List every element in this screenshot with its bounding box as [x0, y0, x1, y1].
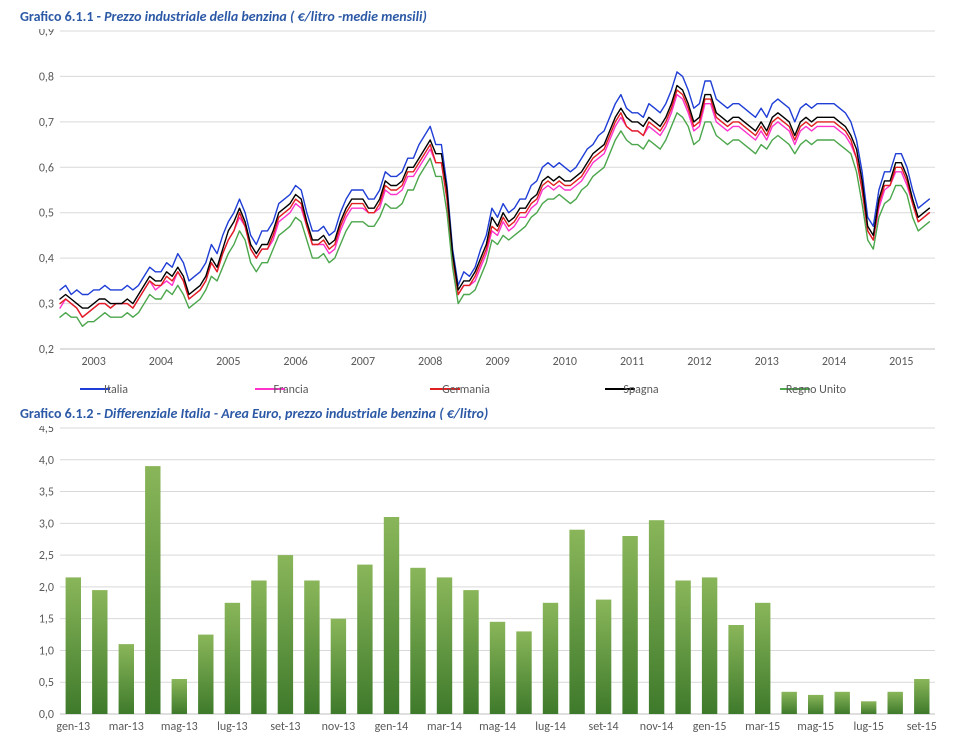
chart-2-title-rest: Differenziale Italia - Area Euro, prezzo… [104, 405, 488, 422]
chart-1: Grafico 6.1.1 - Prezzo industriale della… [20, 8, 940, 403]
svg-text:mar-14: mar-14 [427, 720, 462, 734]
svg-text:2014: 2014 [822, 355, 846, 369]
chart-2-title-prefix: Grafico 6.1.2 - [20, 405, 104, 422]
svg-text:2011: 2011 [620, 355, 644, 369]
chart-2-area: 0,0 0,5 1,0 1,5 2,0 2,5 3,0 3,5 4,0 4,5 gen-13 mar-… [20, 426, 940, 736]
svg-text:1,0: 1,0 [39, 644, 54, 658]
svg-text:Spagna: Spagna [623, 383, 659, 397]
page-root: Grafico 6.1.1 - Prezzo industriale della… [0, 0, 960, 749]
svg-text:0,7: 0,7 [39, 116, 54, 130]
svg-text:0,5: 0,5 [39, 207, 54, 221]
svg-text:4,0: 4,0 [39, 454, 54, 468]
svg-text:2006: 2006 [283, 355, 307, 369]
svg-text:2004: 2004 [149, 355, 173, 369]
svg-text:nov-13: nov-13 [322, 720, 356, 734]
svg-text:lug-13: lug-13 [217, 720, 248, 734]
svg-text:2,0: 2,0 [39, 581, 54, 595]
svg-text:2005: 2005 [216, 355, 240, 369]
svg-text:0,4: 0,4 [39, 252, 54, 266]
svg-text:2003: 2003 [81, 355, 105, 369]
svg-text:2,5: 2,5 [39, 549, 54, 563]
svg-text:mar-13: mar-13 [109, 720, 144, 734]
svg-text:Italia: Italia [104, 383, 128, 397]
svg-text:mag-13: mag-13 [161, 720, 198, 734]
svg-text:0,5: 0,5 [39, 676, 54, 690]
svg-text:0,0: 0,0 [39, 708, 54, 722]
svg-text:0,8: 0,8 [39, 70, 54, 84]
svg-text:0,2: 0,2 [39, 343, 54, 357]
chart-1-title-prefix: Grafico 6.1.1 - [20, 8, 104, 25]
svg-text:gen-13: gen-13 [56, 720, 90, 734]
svg-text:3,0: 3,0 [39, 517, 54, 531]
svg-text:0,3: 0,3 [39, 298, 54, 312]
svg-text:lug-14: lug-14 [535, 720, 566, 734]
svg-text:Regno Unito: Regno Unito [786, 383, 846, 397]
svg-text:gen-15: gen-15 [693, 720, 727, 734]
svg-text:set-14: set-14 [589, 720, 619, 734]
chart-2-svg: 0,0 0,5 1,0 1,5 2,0 2,5 3,0 3,5 4,0 4,5 gen-13 mar-… [20, 426, 940, 736]
svg-text:set-15: set-15 [907, 720, 937, 734]
chart-1-area: 0,2 0,3 0,4 0,5 0,6 0,7 0,8 0,9 2003 2004 2005 2006… [20, 29, 940, 404]
chart-1-svg: 0,2 0,3 0,4 0,5 0,6 0,7 0,8 0,9 2003 2004 2005 2006… [20, 29, 940, 404]
svg-text:3,5: 3,5 [39, 486, 54, 500]
svg-text:4,5: 4,5 [39, 426, 54, 436]
svg-text:2009: 2009 [485, 355, 509, 369]
svg-text:2013: 2013 [755, 355, 779, 369]
chart-2: Grafico 6.1.2 - Differenziale Italia - A… [20, 405, 940, 735]
svg-text:2010: 2010 [553, 355, 577, 369]
svg-text:Germania: Germania [442, 383, 490, 397]
chart-2-title: Grafico 6.1.2 - Differenziale Italia - A… [20, 405, 940, 422]
svg-text:nov-14: nov-14 [640, 720, 674, 734]
svg-text:lug-15: lug-15 [853, 720, 884, 734]
svg-text:Francia: Francia [273, 383, 308, 397]
svg-text:mag-15: mag-15 [797, 720, 834, 734]
svg-text:2012: 2012 [687, 355, 711, 369]
svg-text:1,5: 1,5 [39, 613, 54, 627]
svg-text:2007: 2007 [351, 355, 375, 369]
svg-text:mag-14: mag-14 [479, 720, 516, 734]
svg-text:2008: 2008 [418, 355, 442, 369]
svg-text:0,6: 0,6 [39, 161, 54, 175]
svg-text:gen-14: gen-14 [375, 720, 409, 734]
chart-1-title: Grafico 6.1.1 - Prezzo industriale della… [20, 8, 940, 25]
chart-1-title-rest: Prezzo industriale della benzina ( €/lit… [104, 8, 427, 25]
svg-text:0,9: 0,9 [39, 29, 54, 39]
svg-text:2015: 2015 [889, 355, 913, 369]
svg-text:mar-15: mar-15 [745, 720, 780, 734]
svg-text:set-13: set-13 [270, 720, 300, 734]
